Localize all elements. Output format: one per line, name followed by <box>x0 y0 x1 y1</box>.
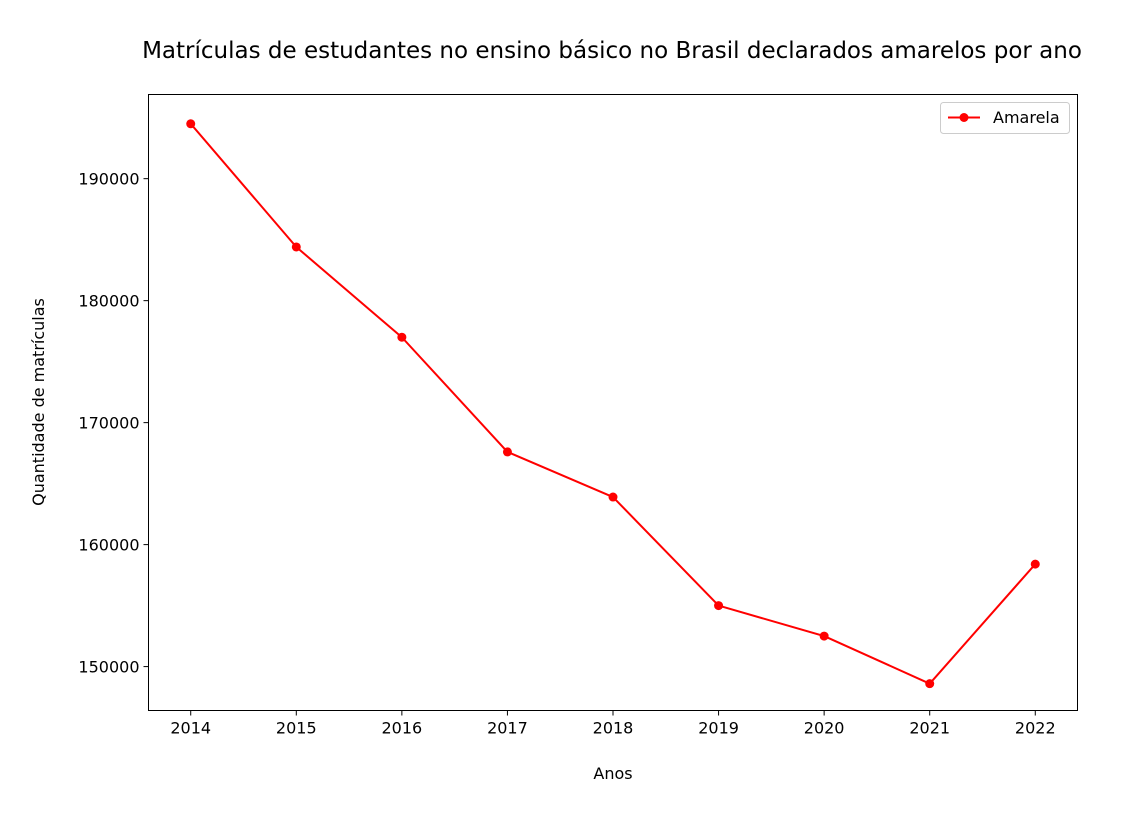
plot-frame <box>148 94 1078 711</box>
data-point-2018 <box>608 492 618 502</box>
x-tick-label: 2015 <box>276 719 317 738</box>
legend-box <box>940 102 1070 134</box>
x-tick-label: 2018 <box>593 719 634 738</box>
x-tick-label: 2022 <box>1015 719 1056 738</box>
legend: Amarela <box>940 102 1070 134</box>
y-tick-label: 190000 <box>78 170 139 189</box>
x-tick-label: 2014 <box>170 719 211 738</box>
legend-label-amarela: Amarela <box>993 108 1060 127</box>
data-point-2014 <box>186 119 196 129</box>
data-point-2019 <box>714 601 724 611</box>
x-tick-label: 2021 <box>909 719 950 738</box>
x-tick-label: 2016 <box>382 719 423 738</box>
data-point-2020 <box>819 631 829 641</box>
series-layer <box>186 119 1040 689</box>
x-tick-label: 2020 <box>804 719 845 738</box>
x-axis-label: Anos <box>593 764 632 783</box>
data-point-2015 <box>291 242 301 252</box>
data-point-2016 <box>397 332 407 342</box>
legend-marker-swatch <box>959 113 969 122</box>
x-tick-label: 2019 <box>698 719 739 738</box>
chart-title: Matrículas de estudantes no ensino básic… <box>142 38 1082 64</box>
y-tick-label: 160000 <box>78 536 139 555</box>
x-tick-label: 2017 <box>487 719 528 738</box>
y-tick-label: 170000 <box>78 414 139 433</box>
data-point-2021 <box>925 679 935 689</box>
y-axis-label: Quantidade de matrículas <box>29 298 48 506</box>
axis-ticks: 2014 2015 2016 2017 2018 2019 2020 2021 2022 1500… <box>78 170 1055 738</box>
data-point-2022 <box>1030 559 1040 569</box>
y-tick-label: 180000 <box>78 292 139 311</box>
y-tick-label: 150000 <box>78 658 139 677</box>
data-point-2017 <box>502 447 512 457</box>
